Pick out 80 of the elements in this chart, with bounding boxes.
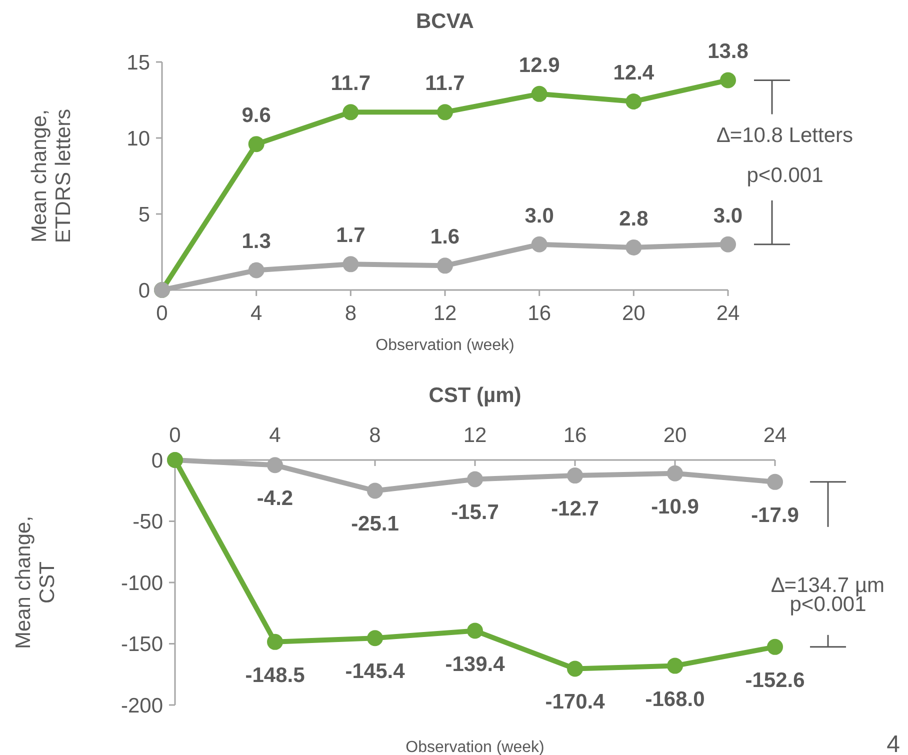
point — [367, 482, 383, 499]
point — [567, 468, 583, 484]
point — [767, 474, 783, 490]
data-label: 12.9 — [518, 54, 560, 77]
x-axis-title: Observation (week) — [376, 337, 514, 354]
point — [342, 256, 359, 272]
data-label: -4.2 — [256, 487, 294, 510]
y-tick-label: -150 — [120, 633, 163, 656]
x-tick-label: 20 — [663, 424, 687, 447]
data-label: 2.8 — [619, 207, 649, 230]
x-tick-label: 20 — [622, 302, 646, 325]
point — [367, 630, 383, 646]
y-tick-label: 10 — [126, 127, 150, 150]
data-label: -170.4 — [545, 690, 606, 714]
x-tick-label: 8 — [344, 302, 357, 325]
data-label: 12.4 — [613, 62, 654, 85]
y-tick-label: 0 — [138, 279, 150, 302]
text: p<0.001 — [746, 164, 824, 187]
x-tick-label: 12 — [463, 424, 487, 447]
y-tick-label: 15 — [126, 51, 150, 74]
data-label: -145.4 — [345, 660, 406, 684]
x-axis-title: Observation (week) — [406, 739, 544, 755]
chart-title: BCVA — [416, 10, 474, 33]
data-label: -139.4 — [445, 652, 506, 676]
point — [720, 72, 736, 88]
point — [531, 86, 548, 102]
point — [267, 634, 283, 650]
x-tick-label: 16 — [563, 424, 587, 447]
point — [437, 104, 453, 120]
data-label: -17.9 — [751, 504, 799, 527]
data-label: 3.0 — [713, 204, 743, 228]
data-label: -15.7 — [451, 501, 499, 524]
point — [467, 622, 483, 639]
y-tick-label: -50 — [132, 510, 163, 534]
x-tick-label: 24 — [716, 302, 740, 325]
point — [626, 94, 642, 110]
point — [767, 638, 783, 655]
data-label: 3.0 — [524, 204, 554, 228]
y-tick-label: 5 — [138, 203, 150, 226]
data-label: -12.7 — [551, 498, 599, 521]
y-axis-title: Mean change, ETDRS letters — [28, 108, 75, 244]
annotation: ∆=134.7 µm — [771, 574, 885, 597]
x-tick-label: 16 — [528, 302, 552, 325]
x-tick-label: 4 — [269, 424, 282, 447]
x-tick-label: 4 — [250, 302, 262, 325]
point — [467, 471, 483, 488]
point — [437, 258, 453, 274]
data-label: 1.6 — [430, 226, 460, 249]
data-label: 9.6 — [242, 104, 271, 128]
data-label: 13.8 — [708, 40, 749, 64]
data-label: -148.5 — [245, 664, 306, 687]
data-label: 1.3 — [242, 230, 271, 254]
y-tick-label: -200 — [120, 694, 163, 718]
chart-title: CST (µm) — [428, 384, 522, 407]
x-tick-label: 8 — [369, 424, 381, 447]
point — [531, 236, 548, 252]
text: 4 — [886, 731, 900, 755]
y-tick-label: -100 — [120, 572, 163, 595]
y-axis-title: Mean change, CST — [12, 516, 59, 650]
data-label: 11.7 — [425, 72, 465, 96]
point — [342, 104, 359, 120]
point — [667, 465, 683, 482]
data-label: -168.0 — [645, 688, 705, 711]
point — [567, 660, 583, 677]
x-tick-label: 24 — [763, 424, 787, 447]
data-label: -25.1 — [351, 512, 400, 536]
y-tick-label: 0 — [151, 449, 163, 472]
point — [248, 262, 264, 278]
point — [667, 658, 683, 674]
x-tick-label: 0 — [169, 424, 181, 447]
point — [626, 239, 642, 256]
x-tick-label: 12 — [433, 302, 457, 325]
point — [248, 136, 264, 152]
data-label: -152.6 — [745, 668, 805, 692]
point — [720, 236, 736, 252]
point — [267, 457, 283, 474]
data-label: 11.7 — [330, 72, 371, 96]
annotation: ∆=10.8 Letters — [716, 124, 854, 147]
data-label: -10.9 — [651, 495, 699, 518]
data-label: 1.7 — [336, 224, 366, 248]
